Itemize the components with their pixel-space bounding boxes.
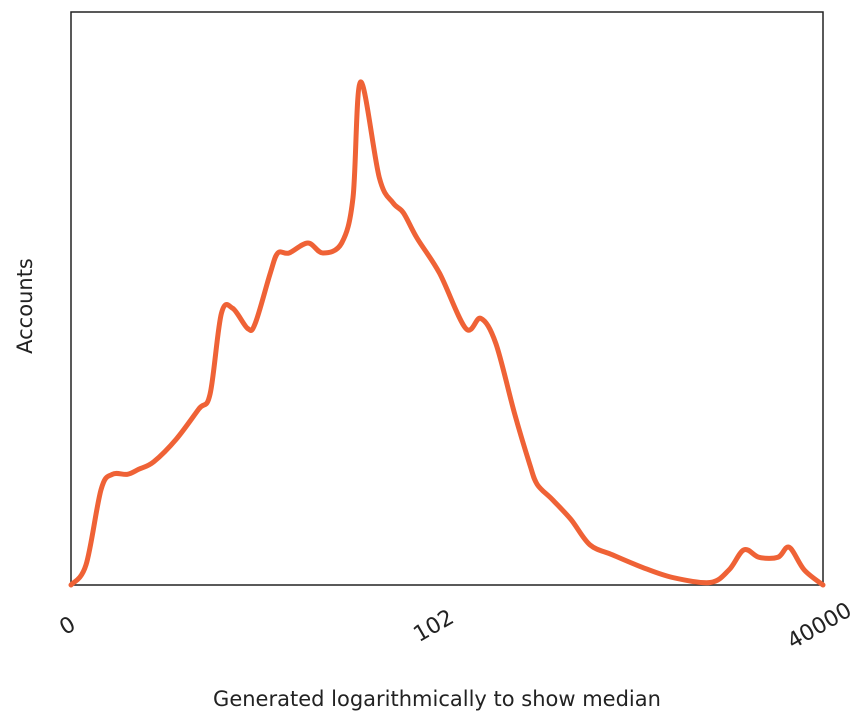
series-line-0 — [68, 79, 826, 588]
x-tick-label: 40000 — [783, 598, 852, 655]
x-tick-labels: 0 102 40000 — [55, 598, 852, 655]
chart-marks — [68, 79, 826, 588]
y-axis-title: Accounts — [13, 258, 37, 354]
x-axis-title: Generated logarithmically to show median — [213, 687, 661, 711]
x-tick-label: 0 — [55, 612, 80, 641]
x-tick-label: 102 — [410, 605, 459, 648]
plot-frame — [70, 11, 824, 586]
